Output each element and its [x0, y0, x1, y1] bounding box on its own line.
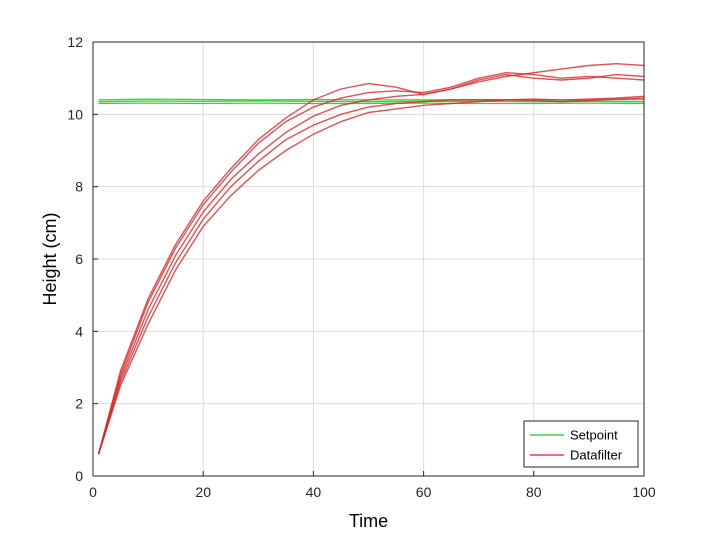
x-tick-label: 20 — [195, 484, 211, 500]
legend-box — [523, 420, 639, 468]
datafilter-line — [97, 73, 645, 455]
axis-ticks: 0 20 40 60 80 100 0 2 4 6 8 10 12 — [67, 34, 655, 500]
y-tick-label: 12 — [67, 34, 83, 50]
datafilter-line — [97, 63, 645, 455]
grid — [92, 41, 645, 477]
y-axis-label: Height (cm) — [40, 212, 60, 305]
x-tick-label: 100 — [632, 484, 656, 500]
y-tick-label: 0 — [75, 468, 83, 484]
y-tick-label: 10 — [67, 106, 83, 122]
x-tick-label: 40 — [306, 484, 322, 500]
x-tick-label: 80 — [526, 484, 542, 500]
x-axis-label: Time — [349, 511, 388, 531]
y-tick-label: 4 — [75, 323, 83, 339]
legend: Setpoint Datafilter — [523, 420, 639, 468]
datafilter-line — [97, 71, 645, 455]
y-tick-label: 8 — [75, 179, 83, 195]
y-tick-label: 6 — [75, 251, 83, 267]
datafilter-line — [97, 97, 645, 455]
series-group — [97, 63, 645, 455]
legend-label: Setpoint — [570, 428, 618, 443]
y-tick-label: 2 — [75, 396, 83, 412]
legend-label: Datafilter — [570, 448, 623, 463]
x-tick-label: 60 — [416, 484, 432, 500]
x-tick-label: 0 — [89, 484, 97, 500]
datafilter-line — [97, 95, 645, 455]
